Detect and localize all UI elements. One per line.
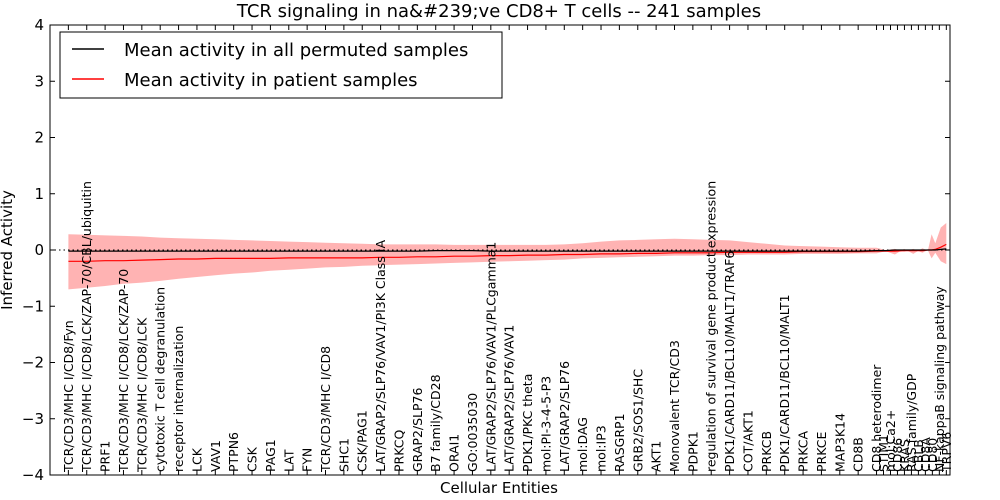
legend-box bbox=[59, 31, 503, 99]
category-label: CD80 bbox=[925, 438, 940, 472]
category-label: Monovalent TCR/CD3 bbox=[667, 340, 682, 472]
category-label: PRKCB bbox=[759, 431, 774, 472]
category-label: CBLB bbox=[911, 439, 926, 472]
chart-title: TCR signaling in na&#239;ve CD8+ T cells… bbox=[236, 1, 761, 22]
category-label: FYN bbox=[300, 448, 315, 472]
category-label: CSK/PAG1 bbox=[355, 410, 370, 472]
category-label: AKT1 bbox=[649, 441, 664, 472]
category-label: mol:PI-3-4-5-P3 bbox=[538, 376, 553, 472]
category-label: RAS family/GDP bbox=[904, 373, 919, 472]
category-label: STIM1 bbox=[876, 434, 891, 472]
category-label: mol:DAG bbox=[575, 417, 590, 472]
category-label: KRAS bbox=[897, 439, 912, 472]
category-label: TRPV6 bbox=[939, 432, 954, 473]
category-label: mol:IP3 bbox=[594, 425, 609, 472]
category-label: CD8A bbox=[918, 437, 933, 472]
category-label: PRKCA bbox=[796, 431, 811, 472]
category-label: PDPK1 bbox=[685, 431, 700, 472]
category-label: TCR/CD3/MHC I/CD8/LCK/ZAP-70 bbox=[116, 269, 131, 473]
permuted-mean-line bbox=[68, 248, 947, 252]
category-label: TCR/CD3/MHC I/CD8/LCK/ZAP-70/CBL/ubiquit… bbox=[79, 181, 94, 473]
category-label: TCR/CD3/MHC I/CD8/LCK bbox=[134, 317, 149, 473]
y-tick-label: −4 bbox=[22, 466, 44, 484]
x-axis-label: Cellular Entities bbox=[440, 479, 558, 497]
category-label: LAT/GRAP2/SLP76/VAV1 bbox=[502, 325, 517, 472]
y-tick-label: −3 bbox=[22, 410, 44, 428]
category-label: COT/AKT1 bbox=[741, 410, 756, 472]
category-label: LAT/GRAP2/SLP76/VAV1/PLCgamma1 bbox=[483, 242, 498, 472]
plot-border bbox=[49, 24, 951, 476]
category-label: GRB2/SOS1/SHC bbox=[630, 369, 645, 472]
category-label: TCR/CD3/MHC I/CD8 bbox=[318, 346, 333, 473]
category-label: cytotoxic T cell degranulation bbox=[153, 287, 168, 472]
category-label: PDK1/CARD11/BCL10/MALT1/TRAF6 bbox=[722, 251, 737, 472]
y-tick-label: −2 bbox=[22, 354, 44, 372]
category-label: ORAI1 bbox=[447, 434, 462, 472]
y-tick-label: 3 bbox=[34, 72, 44, 90]
category-label: mol:Ca2+ bbox=[883, 410, 898, 472]
category-label: TCR/CD3/MHC I/CD8/Fyn bbox=[61, 320, 76, 473]
category-label: GRAP2/SLP76 bbox=[410, 387, 425, 472]
legend: Mean activity in all permuted samples Me… bbox=[59, 31, 503, 99]
category-label: PDK1/CARD11/BCL10/MALT1 bbox=[777, 294, 792, 472]
category-label: LAT/GRAP2/SLP76 bbox=[557, 361, 572, 472]
category-label: LAT/GRAP2/SLP76/VAV1/PI3K Class IA bbox=[373, 240, 388, 472]
category-label: RASGRP1 bbox=[612, 413, 627, 472]
category-label: PRF1 bbox=[98, 441, 113, 472]
y-tick-label: 0 bbox=[34, 241, 44, 259]
category-label: LAT bbox=[281, 449, 296, 472]
y-tick-label: 1 bbox=[34, 185, 44, 203]
y-tick-label: 4 bbox=[34, 16, 44, 34]
category-label: LCK bbox=[189, 447, 204, 472]
category-label: NF-kappaB signaling pathway bbox=[932, 286, 947, 472]
category-label: CD8 heterodimer bbox=[869, 364, 884, 472]
category-label: CSK bbox=[245, 446, 260, 472]
category-label: PRKCE bbox=[814, 432, 829, 472]
y-axis-label: Inferred Activity bbox=[0, 190, 16, 310]
category-label: CD8B bbox=[851, 437, 866, 472]
category-label: VAV1 bbox=[208, 440, 223, 472]
category-label: PAG1 bbox=[263, 439, 278, 472]
y-tick-label: −1 bbox=[22, 297, 44, 315]
category-label: MAP3K14 bbox=[832, 413, 847, 472]
category-label: receptor internalization bbox=[171, 326, 186, 472]
category-label: SHC1 bbox=[336, 438, 351, 472]
series-layer bbox=[68, 243, 947, 262]
y-axis: −4 −3 −2 −1 0 1 2 3 4 bbox=[22, 16, 950, 484]
legend-label-permuted: Mean activity in all permuted samples bbox=[124, 40, 468, 61]
category-label: PRKCQ bbox=[392, 430, 407, 472]
plot-frame bbox=[49, 24, 951, 476]
category-label: CD86 bbox=[890, 438, 905, 472]
category-label: regulation of survival gene product expr… bbox=[704, 181, 719, 472]
category-label: PDK1/PKC theta bbox=[520, 374, 535, 472]
category-label: GO:0035030 bbox=[465, 393, 480, 472]
legend-label-patient: Mean activity in patient samples bbox=[124, 70, 418, 91]
y-tick-label: 2 bbox=[34, 129, 44, 147]
category-labels: TCR/CD3/MHC I/CD8/Fyn TCR/CD3/MHC I/CD8/L… bbox=[61, 181, 954, 473]
category-label: B7 family/CD28 bbox=[428, 374, 443, 472]
x-axis bbox=[67, 25, 947, 475]
category-label: PTPN6 bbox=[226, 432, 241, 472]
